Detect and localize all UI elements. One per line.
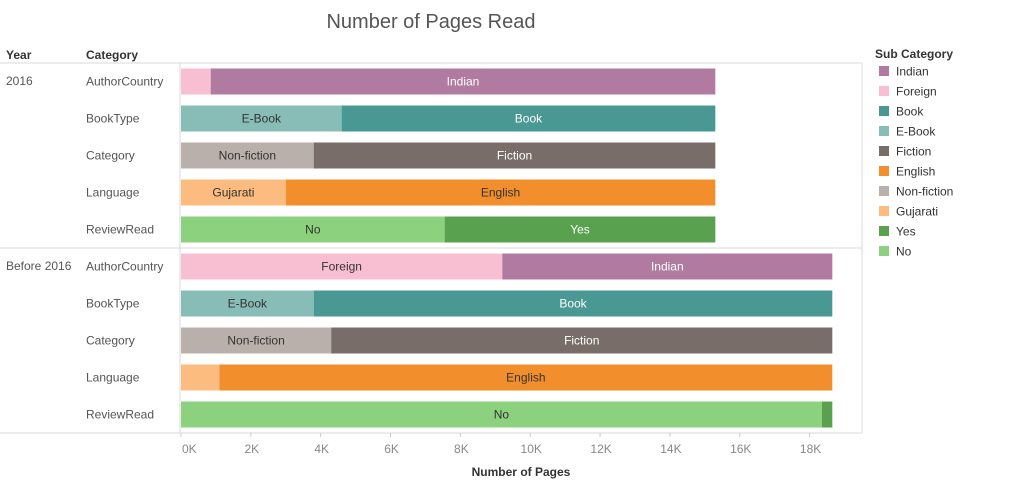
bar-segment-yes[interactable] (444, 216, 716, 243)
bar-label: Fiction (564, 334, 599, 348)
category-label: AuthorCountry (86, 75, 163, 89)
legend-label: No (896, 245, 912, 259)
category-label: ReviewRead (86, 223, 154, 237)
category-label: Language (86, 371, 140, 385)
bar-label: Book (515, 112, 543, 126)
x-tick-label: 14K (660, 442, 681, 456)
bar-label: No (305, 223, 321, 237)
x-tick-label: 10K (521, 442, 542, 456)
bar-segment-foreign[interactable] (181, 253, 503, 280)
bar-label: Indian (447, 75, 480, 89)
category-label: AuthorCountry (86, 260, 163, 274)
category-label: ReviewRead (86, 408, 154, 422)
bar-segment-indian[interactable] (502, 253, 833, 280)
legend-label: Yes (896, 225, 916, 239)
bar-segment-no[interactable] (181, 216, 445, 243)
bar-label: No (494, 408, 510, 422)
legend-label: Foreign (896, 85, 937, 99)
legend-label: E-Book (896, 125, 936, 139)
legend-label: Non-fiction (896, 185, 953, 199)
x-tick-label: 18K (800, 442, 821, 456)
bar-segment-fiction[interactable] (313, 142, 716, 169)
category-label: Language (86, 186, 140, 200)
bar-label: E-Book (228, 297, 268, 311)
legend-item-e-book[interactable]: E-Book (879, 125, 936, 139)
legend-swatch (879, 166, 889, 176)
legend-item-gujarati[interactable]: Gujarati (879, 205, 938, 219)
legend-swatch (879, 106, 889, 116)
bar-label: Yes (570, 223, 590, 237)
category-label: BookType (86, 297, 140, 311)
legend-swatch (879, 226, 889, 236)
legend-item-yes[interactable]: Yes (879, 225, 916, 239)
x-tick-label: 4K (314, 442, 329, 456)
year-label: 2016 (6, 74, 33, 88)
legend-item-english[interactable]: English (879, 165, 935, 179)
x-tick-label: 6K (384, 442, 399, 456)
bar-segment-non-fiction[interactable] (181, 327, 332, 354)
bar-segment-e-book[interactable] (181, 290, 314, 317)
bar-segment-yes[interactable] (821, 401, 833, 428)
bar-label: Fiction (497, 149, 532, 163)
bar-segment-gujarati[interactable] (181, 179, 286, 206)
legend-label: Gujarati (896, 205, 938, 219)
bar-label: English (481, 186, 520, 200)
bar-label: Gujarati (212, 186, 254, 200)
bar-segment-foreign[interactable] (181, 68, 211, 95)
bar-segment-gujarati[interactable] (181, 364, 220, 391)
bar-label: Non-fiction (219, 149, 276, 163)
bar-segment-book[interactable] (341, 105, 716, 132)
bar-segment-fiction[interactable] (331, 327, 833, 354)
x-tick-label: 2K (245, 442, 260, 456)
bar-segment-indian[interactable] (210, 68, 716, 95)
legend-item-foreign[interactable]: Foreign (879, 85, 937, 99)
legend-item-indian[interactable]: Indian (879, 65, 929, 79)
legend-label: Fiction (896, 145, 931, 159)
row-header-category: Category (86, 48, 138, 62)
bar-segment-e-book[interactable] (181, 105, 342, 132)
bar-segment-english[interactable] (285, 179, 716, 206)
legend-swatch (879, 186, 889, 196)
legend-swatch (879, 146, 889, 156)
bar-label: Indian (651, 260, 684, 274)
legend-swatch (879, 126, 889, 136)
category-label: Category (86, 334, 135, 348)
bar-segment-non-fiction[interactable] (181, 142, 314, 169)
legend-swatch (879, 86, 889, 96)
legend-swatch (879, 206, 889, 216)
legend-label: Book (896, 105, 924, 119)
bar-label: English (506, 371, 545, 385)
chart-title: Number of Pages Read (326, 11, 535, 33)
bar-label: Book (559, 297, 587, 311)
x-tick-label: 12K (590, 442, 611, 456)
legend-label: Indian (896, 65, 929, 79)
x-tick-label: 8K (454, 442, 469, 456)
legend-item-non-fiction[interactable]: Non-fiction (879, 185, 953, 199)
legend-title: Sub Category (875, 47, 953, 61)
x-tick-label: 16K (730, 442, 751, 456)
bar-segment-no[interactable] (181, 401, 822, 428)
bar-label: Foreign (321, 260, 362, 274)
bar-segment-book[interactable] (313, 290, 833, 317)
legend-swatch (879, 66, 889, 76)
bar-label: Non-fiction (227, 334, 284, 348)
legend-label: English (896, 165, 935, 179)
category-label: Category (86, 149, 135, 163)
legend-item-book[interactable]: Book (879, 105, 924, 119)
x-axis-label: Number of Pages (472, 465, 571, 479)
bar-label: E-Book (242, 112, 282, 126)
legend-swatch (879, 246, 889, 256)
legend-item-no[interactable]: No (879, 245, 912, 259)
x-tick-label: 0K (182, 442, 197, 456)
row-header-year: Year (6, 48, 32, 62)
bar-segment-english[interactable] (219, 364, 833, 391)
year-label: Before 2016 (6, 259, 72, 273)
legend-item-fiction[interactable]: Fiction (879, 145, 931, 159)
category-label: BookType (86, 112, 140, 126)
